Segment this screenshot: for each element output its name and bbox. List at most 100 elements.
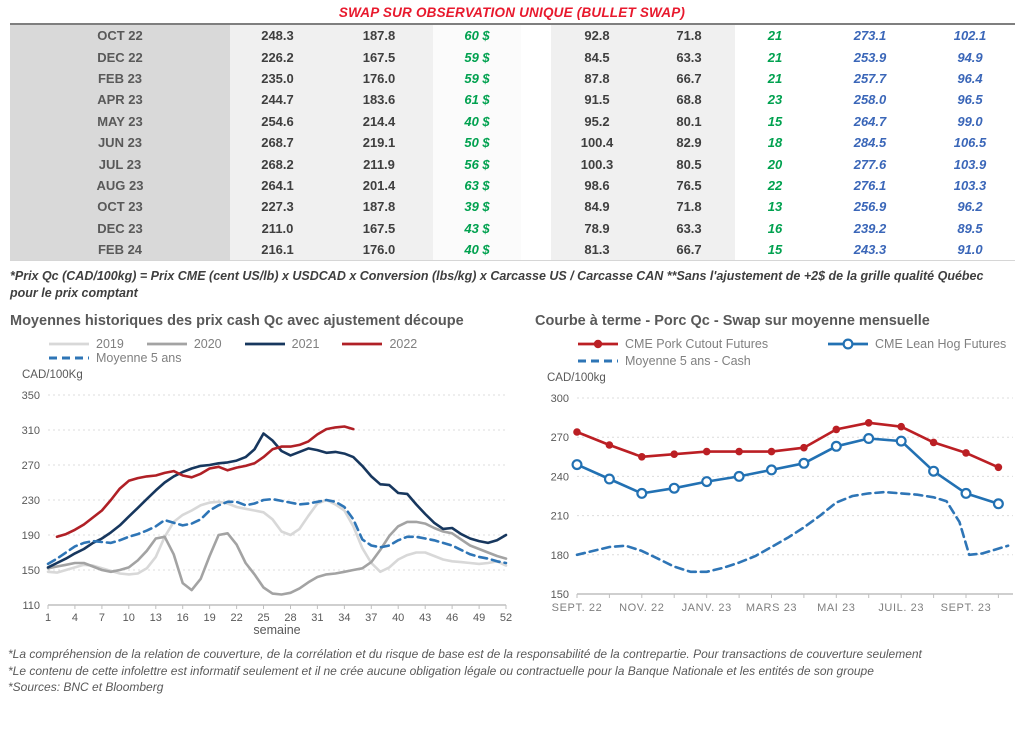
svg-text:22: 22	[230, 612, 242, 624]
table-cell: MAY 23	[10, 110, 230, 132]
table-row: JUN 23 268.7 219.1 50 $ 100.4 82.9 18 284.5 106.…	[10, 131, 1015, 154]
svg-text:JUIL. 23: JUIL. 23	[878, 602, 924, 614]
table-cell: 50 $	[433, 131, 521, 154]
forward-curve-chart: Courbe à terme - Porc Qc - Swap sur moye…	[525, 313, 1024, 640]
svg-text:16: 16	[177, 612, 189, 624]
table-cell: 211.9	[325, 153, 433, 175]
left-chart-title: Moyennes historiques des prix cash Qc av…	[10, 313, 464, 330]
table-cell: 91.5	[551, 89, 643, 111]
svg-text:JANV. 23: JANV. 23	[682, 602, 732, 614]
table-cell: OCT 22	[10, 24, 230, 47]
svg-text:34: 34	[338, 612, 350, 624]
legend-label: 2022	[389, 337, 418, 352]
legend-label: 2021	[291, 337, 320, 352]
table-cell: 226.2	[230, 46, 325, 68]
table-cell: 21	[735, 67, 815, 90]
table-cell: 183.6	[325, 89, 433, 111]
table-cell: 187.8	[325, 24, 433, 47]
table-cell: 63.3	[643, 46, 735, 68]
svg-text:NOV. 22: NOV. 22	[619, 602, 664, 614]
table-cell: 253.9	[815, 46, 925, 68]
table-spacer-cell	[521, 217, 551, 239]
disclaimer-footer: *La compréhension de la relation de couv…	[8, 646, 1012, 696]
table-cell: 235.0	[230, 67, 325, 90]
right-chart-title: Courbe à terme - Porc Qc - Swap sur moye…	[535, 313, 930, 330]
svg-text:150: 150	[551, 589, 569, 601]
table-cell: 167.5	[325, 217, 433, 239]
legend-item: 2020	[146, 337, 222, 351]
svg-text:7: 7	[99, 612, 105, 624]
svg-text:49: 49	[473, 612, 485, 624]
svg-text:SEPT. 23: SEPT. 23	[941, 602, 992, 614]
table-cell: 92.8	[551, 24, 643, 47]
table-cell: 23	[735, 89, 815, 111]
table-cell: 96.4	[925, 67, 1015, 90]
table-cell: 13	[735, 196, 815, 218]
table-cell: 18	[735, 131, 815, 154]
table-footnote: *Prix Qc (CAD/100kg) = Prix CME (cent US…	[10, 269, 984, 300]
table-cell: DEC 22	[10, 46, 230, 68]
left-chart-plot: 110 150 190 230 270 310 350 1 4 7 10 13 16 19 22 25 28 31…	[22, 390, 512, 637]
table-cell: JUN 23	[10, 131, 230, 154]
charts-row: Moyennes historiques des prix cash Qc av…	[0, 313, 1024, 640]
table-cell: 187.8	[325, 196, 433, 218]
legend-item: 2019	[48, 337, 124, 351]
table-cell: 98.6	[551, 174, 643, 197]
svg-text:13: 13	[150, 612, 162, 624]
table-cell: 268.2	[230, 153, 325, 175]
disclaimer-line: *La compréhension de la relation de couv…	[8, 647, 922, 662]
table-cell: 94.9	[925, 46, 1015, 68]
table-spacer-cell	[521, 24, 551, 47]
svg-text:19: 19	[203, 612, 215, 624]
page-title: SWAP SUR OBSERVATION UNIQUE (BULLET SWAP…	[338, 5, 686, 20]
table-cell: 248.3	[230, 24, 325, 47]
table-cell: 81.3	[551, 238, 643, 261]
table-row: OCT 23 227.3 187.8 39 $ 84.9 71.8 13 256.9 96.2	[10, 196, 1015, 218]
swap-table: OCT 22 248.3 187.8 60 $92.8 71.8 21 273.1 102.1…	[10, 23, 1015, 262]
table-row: JUL 23 268.2 211.9 56 $ 100.3 80.5 20 277.6 103.…	[10, 153, 1015, 175]
table-cell: 71.8	[643, 24, 735, 47]
table-row: OCT 22 248.3 187.8 60 $ 92.8 71.8 21 273.1 102.1	[10, 24, 1015, 47]
table-cell: 71.8	[643, 196, 735, 218]
table-cell: 99.0	[925, 110, 1015, 132]
table-cell: 15	[735, 238, 815, 261]
table-cell: 100.4	[551, 131, 643, 154]
legend-line-icon	[244, 342, 285, 346]
legend-line-icon	[578, 340, 618, 349]
table-cell: OCT 23	[10, 196, 230, 218]
table-cell: 239.2	[815, 217, 925, 239]
legend-label: CME Pork Cutout Futures	[625, 337, 769, 352]
table-cell: 102.1	[925, 24, 1015, 47]
table-cell: AUG 23	[10, 174, 230, 197]
table-cell: 80.1	[643, 110, 735, 132]
table-cell: 254.6	[230, 110, 325, 132]
table-cell: FEB 23	[10, 67, 230, 90]
svg-text:230: 230	[22, 495, 40, 507]
table-cell: 76.5	[643, 174, 735, 197]
legend-label: 2020	[193, 337, 222, 352]
table-cell: 66.7	[643, 238, 735, 261]
table-cell: 244.7	[230, 89, 325, 111]
legend-label: Moyenne 5 ans	[96, 351, 182, 366]
legend-label: 2019	[96, 337, 124, 352]
table-spacer-cell	[521, 46, 551, 68]
table-cell: 216.1	[230, 238, 325, 261]
table-cell: 96.2	[925, 196, 1015, 218]
table-cell: 167.5	[325, 46, 433, 68]
table-cell: 96.5	[925, 89, 1015, 111]
svg-text:270: 270	[551, 432, 569, 444]
svg-text:37: 37	[365, 612, 377, 624]
table-cell: 95.2	[551, 110, 643, 132]
legend-item: CME Pork Cutout Futures	[577, 337, 827, 351]
svg-text:43: 43	[419, 612, 431, 624]
swap-table-body: OCT 22 248.3 187.8 60 $92.8 71.8 21 273.1 102.1…	[10, 24, 1015, 261]
historical-prices-chart: Moyennes historiques des prix cash Qc av…	[0, 313, 525, 640]
right-chart-plot: 150 180 210 240 270 300 SEPT. 22 NOV. 22 JANV. 2…	[551, 393, 1013, 614]
table-cell: JUL 23	[10, 153, 230, 175]
table-cell: 84.9	[551, 196, 643, 218]
table-cell: 256.9	[815, 196, 925, 218]
table-row: MAY 23 254.6 214.4 40 $ 95.2 80.1 15 264.7 99.0	[10, 110, 1015, 132]
legend-label: CME Lean Hog Futures	[875, 337, 1007, 352]
left-chart-unit: CAD/100Kg	[22, 369, 83, 382]
